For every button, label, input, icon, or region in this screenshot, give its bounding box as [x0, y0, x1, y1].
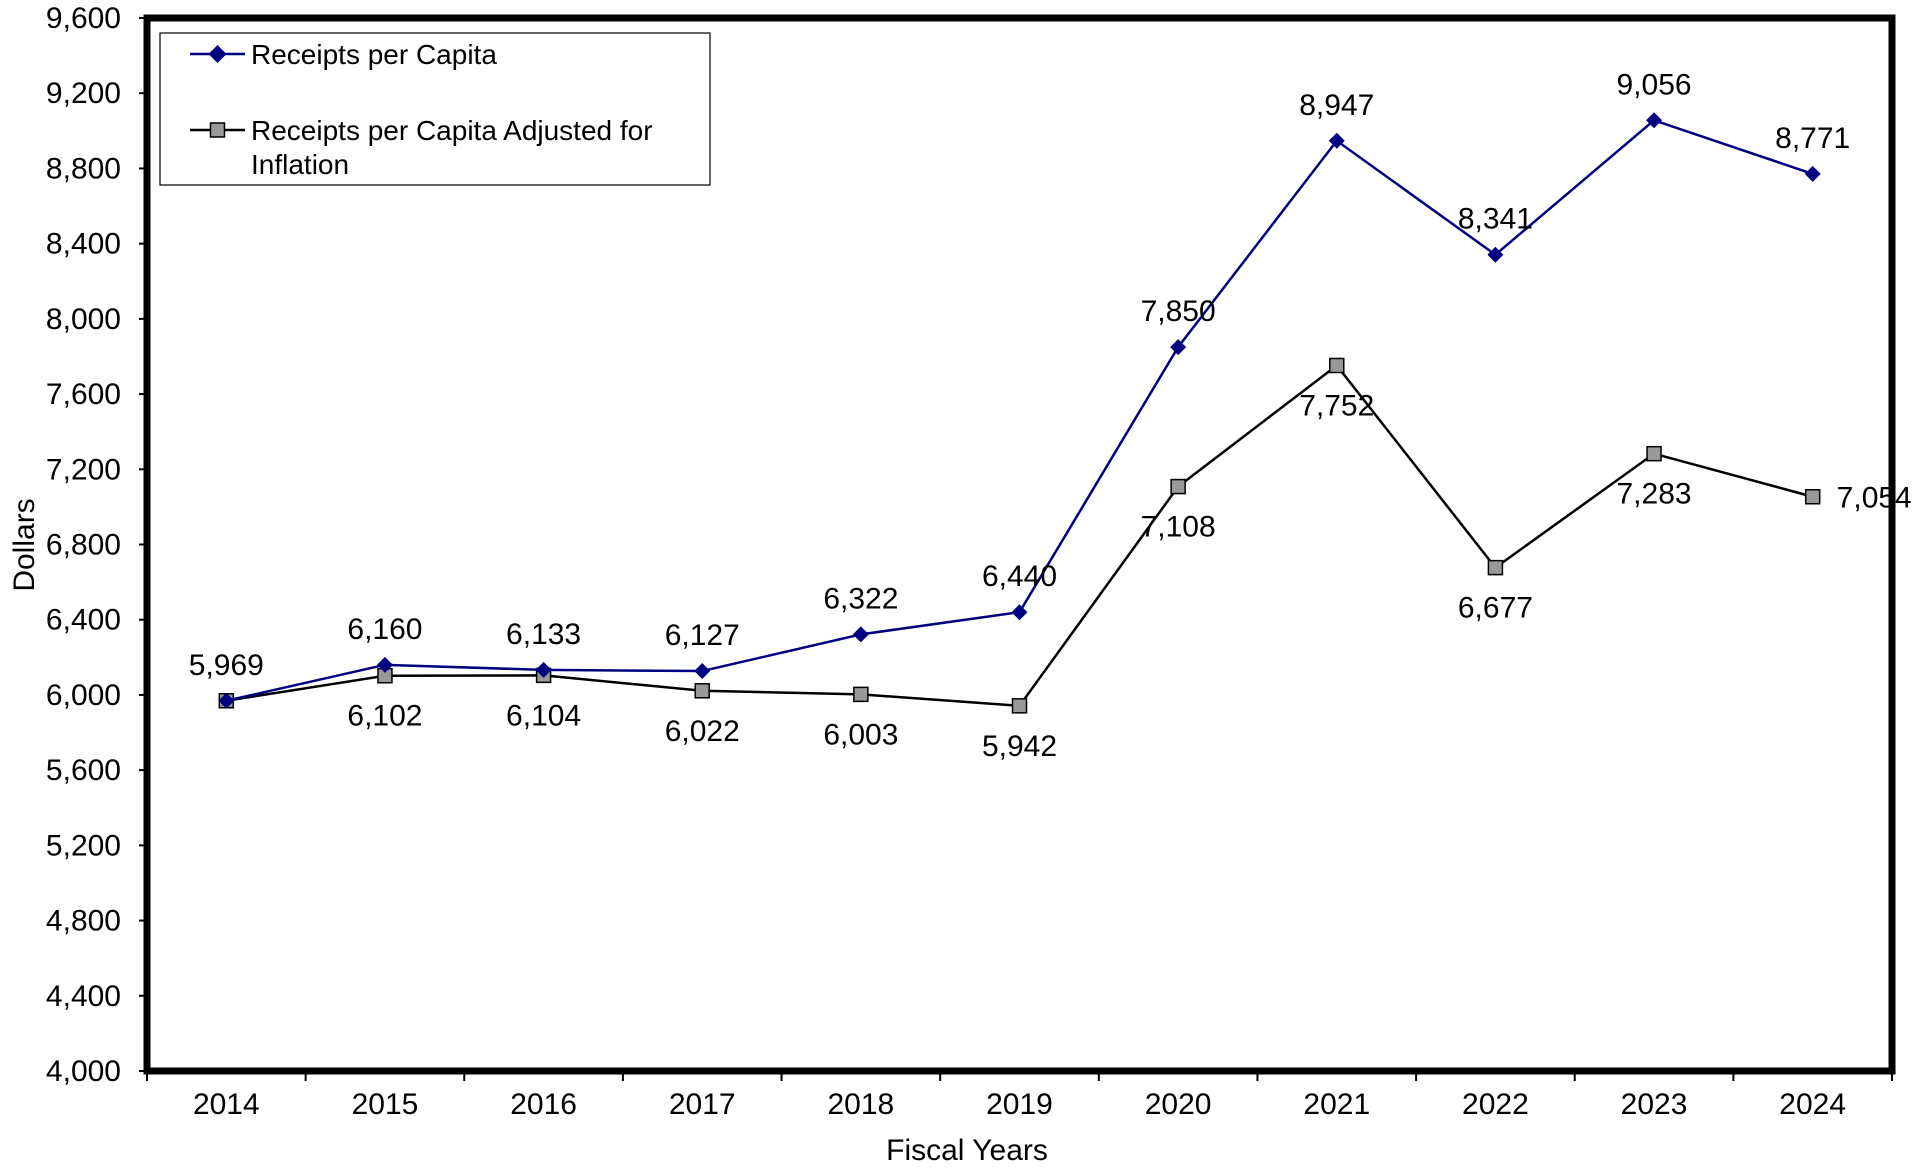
y-tick-label: 6,800	[46, 529, 121, 562]
x-tick-label: 2019	[986, 1088, 1053, 1121]
data-label-adjusted: 6,104	[506, 699, 581, 732]
point-receipts	[376, 656, 393, 673]
data-label-receipts: 6,160	[347, 613, 422, 646]
y-tick-label: 5,200	[46, 829, 121, 862]
x-axis-title: Fiscal Years	[886, 1134, 1048, 1167]
data-label-adjusted: 7,283	[1617, 478, 1692, 511]
y-tick-label: 9,200	[46, 77, 121, 110]
y-axis-title: Dollars	[8, 498, 41, 591]
series-layer	[218, 112, 1821, 714]
x-tick-label: 2020	[1145, 1088, 1212, 1121]
point-adjusted	[1011, 698, 1028, 714]
x-axis: 2014 2015 2016 2017 2018 2019 2020 2021 2022 2023…	[146, 1071, 1893, 1121]
y-tick-label: 8,800	[46, 152, 121, 185]
data-label-receipts: 6,127	[665, 619, 740, 652]
y-tick-label: 6,000	[46, 679, 121, 712]
data-label-adjusted: 6,003	[823, 718, 898, 751]
point-receipts	[694, 663, 711, 680]
x-tick-label: 2023	[1621, 1088, 1688, 1121]
data-label-receipts: 6,440	[982, 560, 1057, 593]
legend-marker-adjusted	[209, 122, 226, 138]
point-adjusted	[1487, 559, 1504, 576]
x-tick-label: 2024	[1779, 1088, 1846, 1121]
y-tick-label: 8,400	[46, 228, 121, 261]
y-tick-label: 8,000	[46, 303, 121, 336]
point-receipts	[218, 692, 235, 709]
x-tick-label: 2018	[827, 1088, 894, 1121]
data-label-adjusted: 6,677	[1458, 592, 1533, 625]
point-adjusted	[1329, 357, 1345, 374]
legend-label-receipts: Receipts per Capita	[251, 39, 497, 70]
data-label-receipts: 8,341	[1458, 203, 1533, 236]
x-tick-label: 2016	[510, 1088, 577, 1121]
point-receipts	[1328, 132, 1345, 149]
y-tick-label: 4,800	[46, 905, 121, 938]
point-adjusted	[853, 686, 869, 703]
legend-marker-receipts	[208, 45, 227, 63]
point-receipts	[1646, 112, 1663, 129]
data-label-receipts: 8,771	[1775, 122, 1850, 155]
y-tick-label: 7,600	[46, 378, 121, 411]
y-tick-label: 4,000	[46, 1055, 121, 1088]
legend-label-adjusted-line2: Inflation	[251, 149, 349, 180]
point-adjusted	[694, 683, 710, 699]
y-tick-label: 4,400	[46, 980, 121, 1013]
legend: Receipts per Capita Receipts per Capita …	[159, 32, 711, 186]
point-receipts	[1487, 246, 1504, 263]
data-labels: 5,969 6,160 6,133 6,127 6,322 6,440 7,850 8,947…	[189, 68, 1912, 763]
data-label-receipts: 9,056	[1617, 68, 1692, 101]
data-label-receipts: 7,850	[1141, 295, 1216, 328]
y-tick-label: 7,200	[46, 453, 121, 486]
legend-box	[159, 32, 711, 186]
point-receipts	[852, 626, 869, 643]
data-label-adjusted: 7,752	[1299, 389, 1374, 422]
legend-label-adjusted: Receipts per Capita Adjusted for	[251, 115, 653, 146]
point-receipts	[1804, 165, 1821, 182]
point-adjusted	[1170, 478, 1186, 495]
x-tick-label: 2015	[352, 1088, 419, 1121]
x-tick-label: 2021	[1303, 1088, 1370, 1121]
data-label-receipts: 8,947	[1299, 89, 1374, 122]
data-label-adjusted: 7,054	[1837, 482, 1912, 515]
point-receipts	[1011, 604, 1028, 621]
point-adjusted	[1804, 488, 1821, 505]
y-tick-label: 5,600	[46, 754, 121, 787]
point-receipts	[535, 661, 552, 678]
data-label-adjusted: 7,108	[1141, 511, 1216, 544]
x-tick-label: 2022	[1462, 1088, 1529, 1121]
y-tick-label: 6,400	[46, 604, 121, 637]
point-receipts	[1170, 339, 1187, 356]
data-label-receipts: 6,133	[506, 618, 581, 651]
y-tick-label: 9,600	[46, 2, 121, 35]
x-tick-label: 2017	[669, 1088, 736, 1121]
data-label-adjusted: 6,022	[665, 715, 740, 748]
y-axis: 4,000 4,400 4,800 5,200 5,600 6,000 6,400 6,800…	[46, 2, 147, 1088]
x-tick-label: 2014	[193, 1088, 260, 1121]
series-line-adjusted	[226, 363, 1814, 708]
data-label-adjusted: 6,102	[347, 700, 422, 733]
point-adjusted	[1646, 445, 1662, 462]
data-label-adjusted: 5,942	[982, 730, 1057, 763]
data-label-receipts: 6,322	[823, 582, 898, 615]
data-label-receipts: 5,969	[189, 649, 264, 682]
